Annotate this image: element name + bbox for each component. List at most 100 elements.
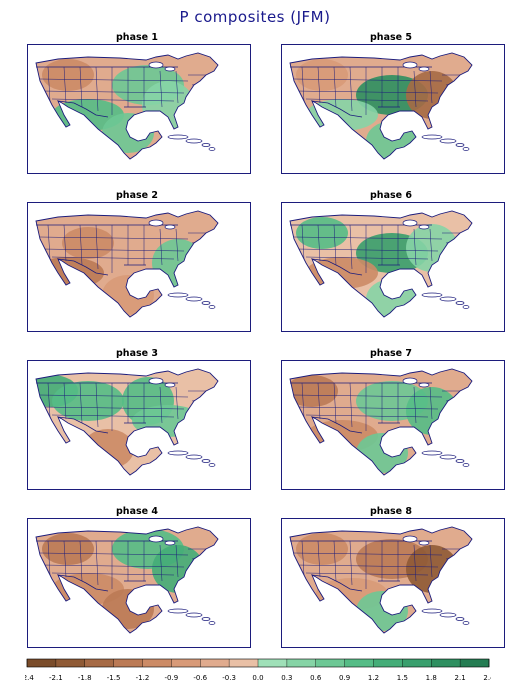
phase-5-state-border (305, 98, 429, 102)
phase-3-island (208, 463, 216, 467)
phase-1-state-border (47, 66, 51, 102)
phase-8-anomaly-region (296, 533, 348, 565)
phase-8-anomaly-region (356, 591, 408, 631)
phase-3-anomaly-region (82, 429, 134, 469)
phase-4-state-border (175, 544, 179, 578)
colorbar-tick-label: -0.9 (165, 674, 179, 682)
phase-6-state-border (305, 256, 429, 260)
phase-3-label: phase 3 (116, 348, 158, 359)
colorbar-tick-label: 0.6 (310, 674, 322, 682)
colorbar-bin (229, 659, 259, 667)
phase-8-coastline (289, 526, 473, 634)
phase-7-state-border (333, 382, 337, 424)
phase-6-state-border (349, 224, 353, 270)
phase-1-island (208, 147, 216, 151)
phase-4-state-border (41, 564, 185, 568)
phase-1-state-border (41, 90, 185, 94)
phase-2-anomaly-region (152, 239, 204, 287)
phase-6-map (281, 202, 505, 332)
phase-7-island (439, 454, 457, 460)
phase-5-state-border (301, 66, 305, 102)
phase-7-anomaly-region (406, 387, 458, 435)
phase-7-map (281, 360, 505, 490)
phase-6-state-border (295, 248, 439, 252)
phase-6-label: phase 6 (370, 190, 412, 201)
phase-1-label: phase 1 (116, 32, 158, 43)
phase-3-coastline (35, 368, 219, 476)
phase-8-island (455, 617, 465, 621)
phase-2-state-border (47, 224, 51, 260)
colorbar-svg: -2.4 -2.1 -1.8 -1.5 -1.2 -0.9 -0.6 -0.3 0.0 0.3 0.… (20, 658, 495, 682)
phase-1-island (201, 143, 211, 147)
phase-8-lake (402, 535, 418, 543)
phase-1-state-border (95, 66, 99, 112)
phase-2-state-border (51, 256, 175, 260)
phase-7-island (455, 459, 465, 463)
phase-6-island (462, 305, 470, 309)
phase-8-anomaly-region (406, 545, 458, 593)
colorbar: -2.4 -2.1 -1.8 -1.5 -1.2 -0.9 -0.6 -0.3 0.0 0.3 0.… (20, 658, 495, 692)
phase-6-island (421, 292, 443, 298)
colorbar-tick-label: 2.1 (455, 674, 466, 682)
phase-7-map-svg (289, 368, 473, 476)
phase-1-island (185, 138, 203, 144)
phase-3-state-border (39, 394, 189, 398)
phase-3-lake (148, 377, 164, 385)
phase-8-state-border (295, 564, 439, 568)
phase-5-state-border (349, 66, 353, 112)
phase-1-state-border (63, 66, 67, 104)
phase-5-state-border (333, 66, 337, 108)
phase-4-lake (148, 535, 164, 543)
phase-7-state-border (293, 394, 443, 398)
phase-3-state-border (47, 382, 51, 418)
phase-4-anomaly-region (42, 533, 94, 565)
phase-5-map-svg (289, 52, 473, 160)
phase-7-state-border (429, 386, 433, 420)
phase-7-state-border (301, 382, 305, 418)
phase-6-state-border (333, 224, 337, 266)
phase-5-label: phase 5 (370, 32, 412, 43)
phase-6-state-border (301, 224, 305, 260)
phase-2-lake (148, 219, 164, 227)
phase-5-island (455, 143, 465, 147)
colorbar-bin (344, 659, 374, 667)
phase-4-map-svg (35, 526, 219, 634)
phase-2-anomaly-region (62, 227, 114, 259)
phase-3-state-border (63, 382, 67, 420)
phase-8-lake (418, 540, 430, 546)
phase-6-state-border (429, 228, 433, 262)
colorbar-bin (315, 659, 345, 667)
phase-8-state-border (317, 540, 321, 578)
colorbar-tick-label: 1.5 (397, 674, 408, 682)
phase-8-map-svg (289, 526, 473, 634)
phase-2-anomaly-region (102, 275, 154, 315)
phase-8-island (421, 608, 443, 614)
phase-4-island (208, 621, 216, 625)
phase-5-lake (418, 66, 430, 72)
phase-7-state-border (295, 406, 439, 410)
colorbar-bin (431, 659, 461, 667)
phase-7-anomaly-region (290, 375, 338, 407)
phase-1-anomaly-region (42, 59, 94, 91)
phase-3-island (201, 459, 211, 463)
phase-5-state-border (429, 70, 433, 104)
phase-4-island (185, 612, 203, 618)
phase-3-island (167, 450, 189, 456)
colorbar-bin (286, 659, 317, 667)
phase-3-state-border (79, 382, 83, 424)
phase-8-island (462, 621, 470, 625)
phase-8-state-border (429, 544, 433, 578)
colorbar-bin (402, 659, 432, 667)
phase-1-state-border (51, 98, 175, 102)
phase-7-label: phase 7 (370, 348, 412, 359)
phase-4-state-border (39, 552, 189, 556)
phase-2-coastline (35, 210, 219, 318)
phase-1-lake (164, 66, 176, 72)
figure-title: P composites (JFM) (179, 8, 331, 26)
phase-2-state-border (95, 224, 99, 270)
phase-4-map (27, 518, 251, 648)
phase-2-label: phase 2 (116, 190, 158, 201)
colorbar-tick-label: -1.5 (107, 674, 121, 682)
colorbar-bin (460, 659, 490, 667)
phase-4-island (167, 608, 189, 614)
